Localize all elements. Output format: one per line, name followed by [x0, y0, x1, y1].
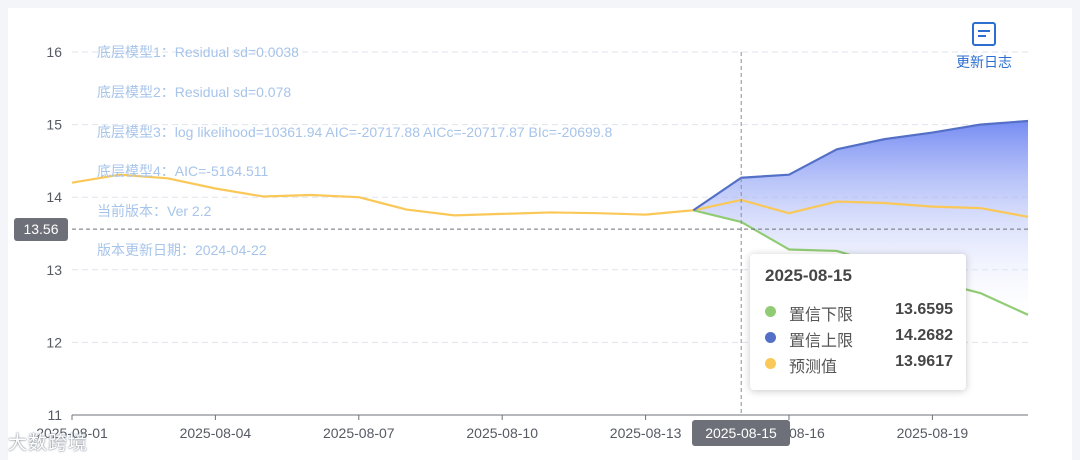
- changelog-label: 更新日志: [956, 54, 1012, 70]
- tooltip-label: 预测值: [789, 359, 838, 376]
- y-tick-label: 13: [46, 262, 62, 278]
- model-note: 版本更新日期：2024-04-22: [97, 242, 267, 258]
- y-tick-label: 15: [46, 117, 62, 133]
- y-tick-label: 14: [46, 189, 62, 205]
- x-tick-label: 2025-08-19: [897, 425, 969, 441]
- crosshair: [72, 52, 1028, 415]
- y-tick-label: 11: [47, 407, 62, 423]
- crosshair-x-label: 2025-08-15: [692, 420, 790, 446]
- tooltip-row-lower: 置信下限 13.6595: [765, 300, 955, 324]
- x-tick-label: 2025-08-07: [323, 425, 395, 441]
- model-note: 底层模型4：AIC=-5164.511: [97, 163, 269, 179]
- model-notes: 底层模型1：Residual sd=0.0038 底层模型2：Residual s…: [97, 44, 612, 258]
- tooltip-label: 置信下限: [789, 307, 854, 324]
- model-note: 底层模型1：Residual sd=0.0038: [97, 44, 299, 60]
- forecast-dot: [765, 358, 776, 369]
- tooltip-row-forecast: 预测值 13.9617: [765, 352, 955, 376]
- model-note: 当前版本：Ver 2.2: [97, 203, 212, 219]
- tooltip-value: 14.2682: [895, 327, 953, 344]
- document-icon: [972, 22, 996, 46]
- model-note: 底层模型2：Residual sd=0.078: [97, 84, 291, 100]
- tooltip: 2025-08-15 置信下限 13.6595 置信上限 14.2682 预测值…: [750, 254, 966, 390]
- tooltip-row-upper: 置信上限 14.2682: [765, 326, 955, 350]
- axes: 11 12 13 14 15 16 2025-08-01 2025-08-04 2025-08-…: [36, 44, 1028, 441]
- x-tick-label: 2025-08-01: [36, 425, 108, 441]
- upper-bound-line: [692, 119, 1029, 212]
- watermark: 大数跨境: [8, 433, 89, 454]
- x-tick-label: 2025-08-04: [180, 425, 252, 441]
- changelog-button[interactable]: 更新日志: [944, 22, 1024, 74]
- tooltip-label: 置信上限: [789, 333, 854, 350]
- model-note: 底层模型3：log likelihood=10361.94 AIC=-20717…: [97, 124, 612, 140]
- y-tick-label: 12: [46, 334, 62, 350]
- tooltip-date: 2025-08-15: [765, 266, 852, 285]
- x-tick-label: 2025-08-10: [466, 425, 538, 441]
- y-tick-label: 16: [46, 44, 62, 60]
- tooltip-value: 13.6595: [895, 301, 953, 318]
- x-tick-label: 2025-08-13: [610, 425, 682, 441]
- tooltip-value: 13.9617: [895, 353, 953, 370]
- crosshair-y-label: 13.56: [14, 218, 68, 241]
- forecast-line: [71, 173, 1029, 218]
- upper-bound-dot: [765, 332, 776, 343]
- lower-bound-dot: [765, 306, 776, 317]
